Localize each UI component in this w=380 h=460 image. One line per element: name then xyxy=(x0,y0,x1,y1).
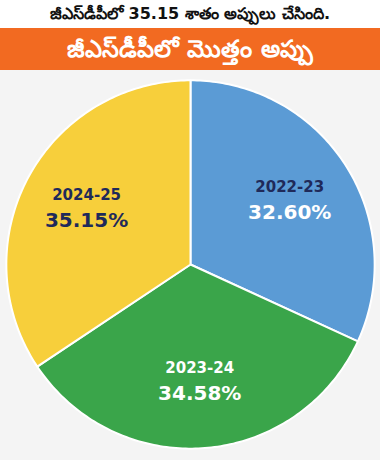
svg-text:34.58%: 34.58% xyxy=(158,381,241,405)
html-text:జీఎస్‌డీపీలో మొత్తం అప్పు: జీఎస్‌డీపీలో మొత్తం అప్పు xyxy=(67,35,313,63)
svg-text:32.60%: 32.60% xyxy=(248,200,331,224)
svg-text:2023-24: 2023-24 xyxy=(165,359,234,377)
html-text:జీఎస్‌డీపీలో 35.15 శాతం అప్పుల: జీఎస్‌డీపీలో 35.15 శాతం అప్పులు చేసింది. xyxy=(50,4,330,23)
svg-text:2024-25: 2024-25 xyxy=(52,186,121,204)
svg-text:35.15%: 35.15% xyxy=(45,208,128,232)
svg-text:2022-23: 2022-23 xyxy=(255,178,324,196)
